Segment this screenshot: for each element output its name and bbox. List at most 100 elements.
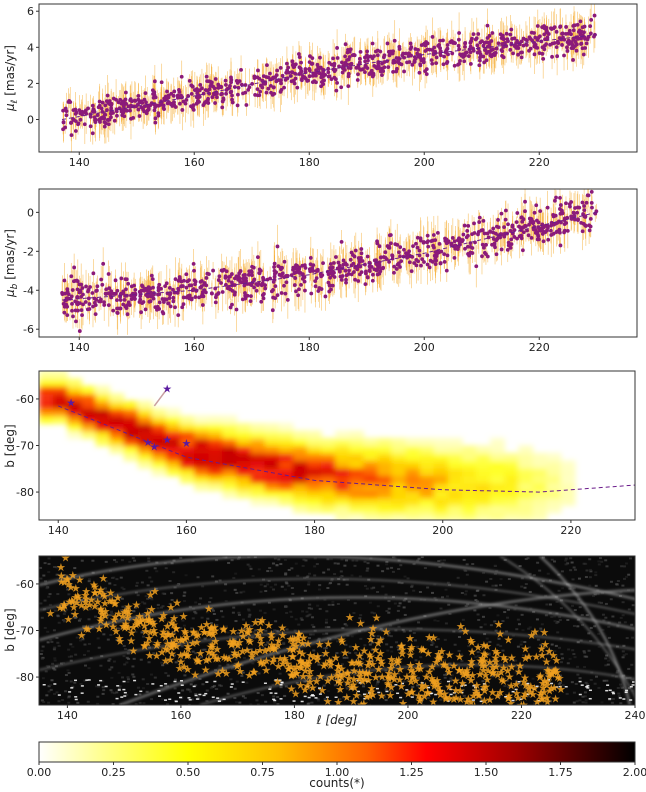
noise-pixel [274, 620, 278, 623]
noise-pixel [410, 584, 414, 587]
noise-pixel [618, 621, 622, 624]
pmb-point [398, 245, 403, 250]
noise-pixel [621, 656, 625, 659]
pmb-point [407, 249, 412, 254]
pmb-point [80, 286, 85, 290]
noise-pixel [517, 623, 521, 626]
pmb-point [452, 255, 457, 260]
pmb-point [292, 271, 297, 276]
pmb-point [191, 261, 196, 266]
pmb-point [562, 222, 567, 226]
pmb-point [167, 296, 172, 300]
pml-point [562, 53, 566, 58]
pml-point [457, 61, 462, 66]
noise-pixel [337, 671, 341, 674]
density-cell [236, 430, 252, 439]
density-cells [39, 371, 576, 520]
density-cell [109, 438, 125, 447]
density-cell [165, 460, 181, 469]
density-cell [264, 467, 280, 477]
density-cell [377, 467, 393, 477]
pmb-point [313, 284, 318, 289]
density-xtick-label: 180 [304, 524, 325, 537]
pml-point [376, 66, 381, 71]
pmb-point [300, 272, 305, 277]
noise-pixel [148, 597, 152, 600]
pml-point [551, 26, 556, 31]
pml-points [61, 13, 597, 138]
pml-point [560, 31, 565, 36]
noise-pixel [430, 643, 434, 646]
density-cell [264, 490, 280, 499]
pml-point [423, 69, 427, 73]
noise-pixel [598, 557, 602, 560]
pmb-point [377, 260, 382, 265]
pml-point [271, 85, 276, 90]
noise-pixel [588, 584, 592, 587]
noise-pixel [363, 560, 367, 563]
noise-pixel [73, 616, 77, 619]
pmb-point [426, 239, 430, 244]
noise-pixel [269, 569, 273, 572]
pml-point [490, 31, 495, 35]
density-cell [405, 438, 421, 447]
noise-pixel [226, 692, 230, 695]
density-cell [123, 438, 139, 447]
density-cell [250, 475, 266, 484]
noise-pixel [180, 645, 184, 648]
noise-pixel [553, 620, 557, 623]
density-cell [349, 445, 365, 454]
pml-point [172, 89, 177, 94]
pmb-point [554, 195, 558, 200]
noise-pixel [40, 699, 44, 702]
noise-pixel [513, 608, 517, 611]
noise-pixel [256, 692, 260, 695]
pml-point [369, 68, 374, 73]
pmb-xtick-label: 220 [529, 341, 550, 354]
noise-pixel [256, 703, 260, 705]
pmb-point [387, 259, 391, 264]
pml-point [493, 50, 498, 55]
density-cell [476, 512, 491, 520]
noise-pixel [317, 663, 321, 666]
pmb-point [341, 258, 346, 263]
pml-point [565, 49, 570, 53]
pml-point [90, 103, 95, 108]
noise-pixel [448, 662, 452, 665]
noise-pixel [494, 584, 498, 587]
density-cell [53, 415, 68, 424]
density-cell [165, 415, 181, 424]
density-cell [461, 445, 477, 454]
pml-point [462, 59, 467, 64]
noise-pixel [183, 668, 187, 671]
noise-pixel [482, 594, 486, 597]
pmb-point [282, 275, 287, 280]
pmb-point [219, 281, 223, 285]
pmb-point [444, 241, 449, 246]
pmb-point [83, 300, 88, 304]
noise-pixel [402, 644, 406, 647]
pml-point [532, 31, 536, 35]
noise-pixel [412, 670, 416, 673]
noise-pixel [607, 636, 611, 639]
noise-pixel [346, 634, 350, 637]
noise-pixel [370, 649, 374, 652]
pmb-point [216, 278, 221, 282]
noise-pixel [62, 612, 66, 615]
pml-point [535, 24, 540, 28]
pml-point [541, 56, 546, 61]
pml-point [63, 106, 68, 111]
pmb-point [109, 289, 114, 294]
pmb-point [481, 219, 486, 223]
pmb-point [171, 299, 176, 304]
pmb-point [404, 251, 408, 256]
pml-point [430, 35, 435, 39]
pmb-point [420, 257, 425, 262]
pml-point [370, 56, 375, 61]
noise-pixel [333, 684, 337, 687]
pml-point [481, 54, 486, 59]
noise-pixel [210, 654, 214, 657]
pml-point [114, 109, 119, 114]
pml-point [438, 46, 442, 51]
